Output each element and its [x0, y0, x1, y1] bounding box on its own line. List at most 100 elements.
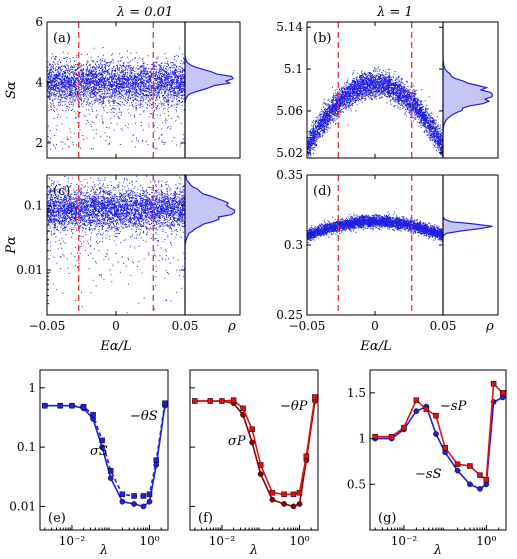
panel-d: 0.25 0.3 0.35 −0.05 0 0.05 ρ (d)	[276, 168, 499, 334]
ytick-label-1: 1	[358, 432, 366, 446]
histogram-rho	[184, 22, 234, 158]
xtick-label-0: 10⁻²	[391, 534, 418, 548]
plot-frame	[39, 369, 169, 531]
histogram-rho	[184, 174, 236, 315]
series-marker	[388, 433, 395, 440]
series-marker	[153, 457, 160, 464]
x-axis-label: λ	[99, 543, 108, 558]
histogram-rho	[442, 22, 494, 158]
panel-label: (f)	[198, 511, 213, 526]
series-marker	[57, 402, 64, 409]
series-marker	[42, 402, 48, 409]
scatter-dots	[307, 66, 443, 158]
ytick-label-3: 5.14	[276, 20, 303, 34]
ytick-label-2: 1	[28, 381, 36, 395]
panel-b: 5.02 5.06 5.1 5.14 (b)	[276, 20, 499, 160]
panel-a: 2 4 6 (a) Sα	[4, 15, 241, 159]
series-marker	[499, 390, 506, 396]
series-marker	[413, 408, 420, 414]
xtick-label-2: 0.05	[430, 319, 457, 333]
series-marker	[230, 397, 237, 403]
series-marker	[140, 493, 147, 499]
scatter-dots	[307, 211, 443, 244]
series-marker	[433, 431, 439, 437]
xtick-label-1: 10⁰	[289, 534, 309, 548]
series-marker	[240, 405, 246, 412]
xtick-label-0: −0.05	[29, 319, 66, 333]
annotation-1: −sS	[415, 467, 442, 482]
scatter-dots	[47, 175, 185, 315]
ytick-label-0: 0.25	[276, 308, 303, 322]
series-marker	[442, 444, 448, 451]
series-marker	[99, 437, 105, 444]
x-axis-label-left: Eα/L	[99, 339, 131, 354]
panel-label: (a)	[53, 31, 71, 46]
series-marker	[69, 402, 75, 409]
histogram-frame	[442, 174, 499, 316]
series-marker	[162, 400, 168, 406]
series-marker	[477, 486, 483, 492]
series-marker	[119, 491, 126, 498]
series-marker	[90, 412, 96, 418]
series-marker	[401, 424, 407, 431]
annotation-0: −θP	[280, 399, 308, 414]
series-marker	[80, 403, 87, 410]
annotation-1: σP	[228, 434, 246, 449]
xtick-label-1: 10⁰	[476, 534, 496, 548]
ytick-label-2: 6	[35, 15, 43, 29]
xtick-label-1: 10⁰	[139, 534, 159, 548]
rho-label: ρ	[227, 319, 236, 334]
xtick-label-1: 0	[112, 319, 120, 333]
series-marker	[290, 491, 297, 498]
ytick-label-0: 2	[35, 136, 43, 150]
ytick-label-1: 0.1	[17, 440, 36, 454]
panel-e: 10⁻² 10⁰ 0.01 0.1 1 λ (e) −θS σS	[9, 369, 169, 558]
series-marker	[146, 491, 153, 498]
series-marker	[413, 397, 420, 403]
series-marker	[372, 433, 378, 440]
xtick-label-0: −0.05	[289, 319, 326, 333]
series-marker	[290, 503, 297, 510]
ytick-label-0: 0.01	[16, 263, 43, 277]
scatter-points	[47, 175, 185, 315]
series-marker	[192, 398, 198, 404]
rho-label: ρ	[485, 319, 494, 334]
series-marker	[140, 503, 147, 510]
series-marker	[207, 398, 214, 404]
ytick-label-0: 0.5	[347, 477, 366, 491]
series-marker	[257, 462, 264, 468]
series-marker	[303, 453, 310, 460]
ytick-label-1: 0.3	[284, 238, 303, 252]
panel-label: (g)	[378, 511, 396, 526]
series-marker	[131, 493, 137, 499]
annotation-0: −sP	[440, 399, 467, 414]
annotation-0: −θS	[130, 409, 158, 424]
plot-frame	[369, 369, 507, 531]
ytick-label-2: 0.35	[276, 168, 303, 182]
series-line-1	[375, 381, 504, 482]
series-marker	[483, 481, 490, 488]
col-title-left: λ = 0.01	[116, 5, 173, 20]
y-axis-label: Sα	[4, 81, 19, 99]
panel-c: 0.01 0.1 −0.05 0 0.05 ρ (c) Pα	[4, 174, 241, 334]
ytick-label-1: 0.1	[24, 199, 43, 213]
panel-label: (c)	[53, 184, 70, 199]
series-marker	[131, 501, 137, 507]
xtick-label-0: 10⁻²	[59, 534, 86, 548]
series-marker	[467, 481, 473, 488]
series-marker	[477, 472, 483, 478]
series-marker	[433, 412, 439, 419]
series-marker	[269, 496, 276, 503]
x-axis-label: λ	[433, 543, 442, 558]
series-marker	[296, 489, 303, 496]
series-marker	[499, 394, 506, 401]
series-marker	[107, 475, 114, 481]
series-marker	[269, 489, 276, 496]
panel-label: (e)	[48, 511, 66, 526]
series-marker	[249, 439, 255, 446]
series-marker	[119, 498, 126, 505]
series-marker	[249, 426, 255, 433]
series-marker	[467, 463, 473, 469]
ytick-label-2: 5.1	[284, 62, 303, 76]
